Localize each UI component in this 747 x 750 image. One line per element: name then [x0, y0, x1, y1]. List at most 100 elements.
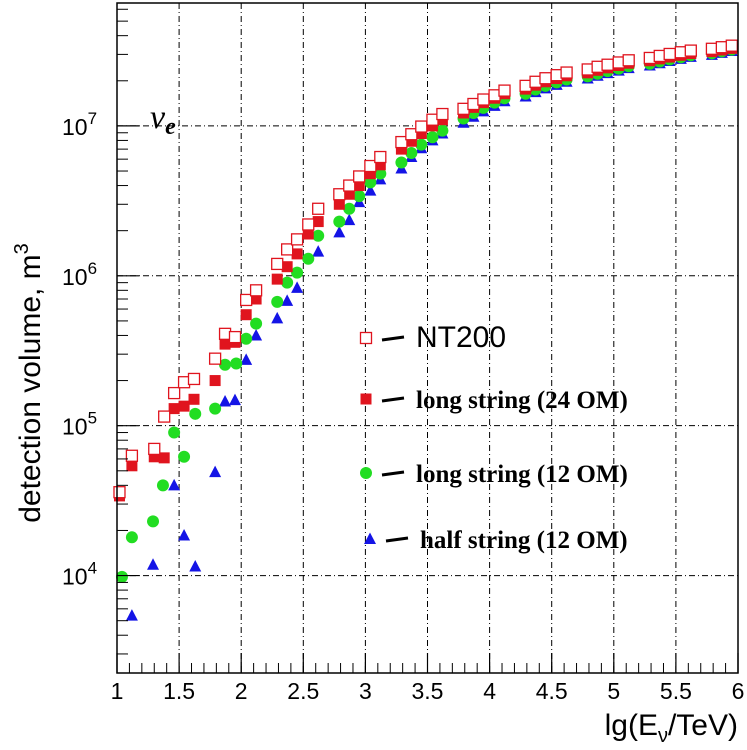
data-series	[113, 39, 738, 621]
data-point	[178, 450, 191, 463]
legend-entry: NT200	[359, 321, 506, 354]
x-tick-label: 1.5	[163, 678, 195, 704]
data-point	[622, 54, 635, 67]
data-point	[405, 135, 417, 147]
legend-dash	[381, 335, 405, 342]
x-tick-label: 4	[483, 678, 496, 704]
data-point	[395, 143, 407, 155]
data-point	[240, 353, 253, 365]
data-point	[601, 58, 614, 71]
data-point	[189, 407, 202, 420]
data-point	[178, 400, 190, 412]
legend-marker	[360, 467, 372, 479]
data-point	[436, 107, 449, 121]
x-tick-label: 1	[111, 678, 124, 704]
data-point	[291, 248, 303, 260]
data-point	[663, 47, 676, 61]
data-point	[209, 465, 222, 478]
x-tick-label: 2	[235, 678, 248, 704]
data-point	[219, 394, 232, 407]
legend-dash	[385, 536, 409, 543]
data-point	[249, 284, 263, 297]
data-point	[333, 215, 346, 228]
data-point	[208, 352, 222, 365]
data-point	[291, 281, 304, 293]
data-point	[374, 159, 386, 171]
data-point	[271, 273, 283, 285]
data-point	[189, 559, 202, 572]
data-point	[228, 330, 242, 344]
data-point	[374, 150, 387, 164]
data-point	[125, 531, 138, 544]
data-point	[426, 120, 438, 132]
data-point	[343, 179, 356, 192]
data-point	[333, 198, 345, 210]
data-point	[126, 460, 138, 472]
legend-entry: half string (12 OM)	[364, 527, 628, 554]
data-point	[158, 410, 171, 423]
legend-marker	[359, 331, 373, 345]
data-point	[167, 386, 181, 400]
legend-label: long string (12 OM)	[416, 461, 628, 488]
y-tick-label: 105	[62, 409, 97, 440]
data-point	[148, 442, 161, 456]
data-point	[168, 478, 181, 491]
x-tick-label: 4.5	[536, 678, 568, 704]
tick-labels: 1 1.5 2 2.5 3 3.5 4 4.5 5 5.5 6 104 105 106 107	[62, 109, 744, 704]
data-point	[281, 294, 294, 306]
legend: NT200 long string (24 OM) long string (12 …	[359, 321, 628, 554]
data-point	[271, 311, 284, 324]
legend-entry: long string (24 OM)	[360, 387, 628, 414]
data-point	[228, 393, 241, 406]
data-point	[436, 124, 449, 137]
y-tick-label: 107	[62, 109, 97, 140]
data-point	[343, 213, 356, 226]
data-point	[156, 479, 169, 492]
data-point	[187, 372, 201, 386]
data-point	[364, 176, 377, 189]
data-point	[415, 138, 428, 151]
y-axis-title: detection volume, m3	[11, 243, 47, 523]
data-point	[147, 558, 160, 570]
data-point	[333, 188, 346, 201]
data-point	[168, 426, 181, 439]
data-point	[250, 317, 263, 330]
x-tick-label: 6	[732, 678, 745, 704]
data-point	[364, 184, 377, 196]
data-point	[115, 570, 128, 583]
data-point	[148, 451, 160, 463]
data-point	[560, 66, 573, 79]
data-point	[281, 261, 293, 273]
data-point	[395, 156, 408, 169]
data-point	[312, 216, 324, 228]
legend-label: NT200	[416, 321, 506, 354]
data-point	[725, 39, 738, 52]
data-point	[353, 170, 366, 183]
data-point	[250, 293, 262, 305]
data-point	[353, 190, 366, 203]
data-point	[209, 402, 222, 415]
series-open-square	[113, 39, 738, 499]
data-point	[333, 225, 346, 238]
data-point	[125, 449, 139, 462]
data-point	[353, 180, 365, 192]
x-tick-label: 5.5	[660, 678, 692, 704]
data-point	[178, 529, 191, 541]
data-point	[405, 128, 418, 141]
legend-entry: long string (12 OM)	[360, 461, 628, 488]
data-point	[374, 167, 387, 180]
data-point	[312, 229, 325, 242]
data-point	[291, 266, 304, 279]
data-point	[364, 168, 376, 180]
data-point	[147, 515, 160, 528]
data-point	[271, 257, 284, 271]
legend-dash	[381, 396, 405, 403]
legend-dash	[381, 470, 405, 477]
data-point	[684, 44, 697, 57]
data-point	[290, 233, 304, 246]
data-point	[168, 403, 180, 415]
x-tick-label: 2.5	[287, 678, 319, 704]
data-point	[271, 295, 284, 308]
x-tick-label: 3	[359, 678, 372, 704]
